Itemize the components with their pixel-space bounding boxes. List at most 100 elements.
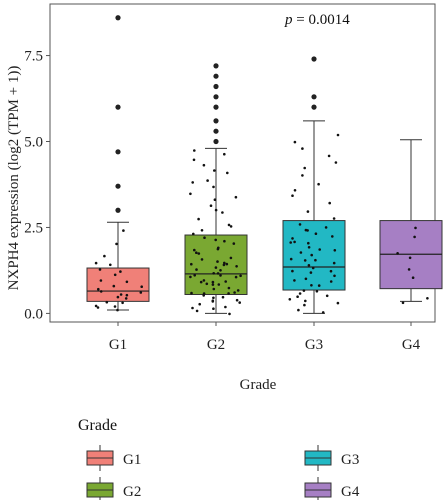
- data-point: [329, 269, 333, 273]
- data-point: [309, 271, 313, 274]
- data-point: [325, 294, 329, 298]
- box-iqr: [282, 220, 346, 291]
- data-point: [195, 268, 198, 271]
- data-point: [293, 240, 296, 244]
- data-point: [227, 223, 231, 227]
- data-point: [211, 283, 215, 286]
- outlier-point: [213, 63, 219, 69]
- data-point: [193, 274, 196, 277]
- data-point: [426, 297, 429, 300]
- data-point: [211, 299, 215, 303]
- outlier-point: [213, 94, 219, 100]
- data-point: [192, 232, 195, 236]
- data-point: [306, 229, 309, 232]
- data-point: [234, 275, 238, 279]
- data-point: [224, 280, 227, 283]
- outlier-point: [311, 94, 317, 100]
- legend-label: G2: [123, 484, 141, 500]
- data-point: [307, 241, 310, 245]
- data-point: [200, 229, 204, 232]
- data-point: [105, 300, 109, 304]
- data-point: [211, 280, 215, 284]
- outlier-point: [311, 104, 317, 110]
- x-tick-label: G2: [207, 337, 225, 353]
- data-point: [213, 198, 217, 201]
- data-point: [411, 276, 415, 280]
- data-point: [212, 307, 215, 311]
- data-point: [304, 299, 307, 303]
- data-point: [221, 295, 225, 299]
- data-point: [238, 301, 241, 304]
- data-point: [317, 182, 320, 186]
- data-point: [189, 192, 192, 196]
- data-point: [314, 232, 318, 235]
- box-g4: [379, 139, 443, 302]
- data-point: [332, 261, 336, 265]
- data-point: [192, 158, 196, 162]
- data-point: [212, 185, 215, 189]
- data-point: [303, 259, 307, 262]
- data-point: [213, 169, 216, 172]
- legend-item-g4: G4: [304, 477, 360, 500]
- p-value-annotation: p = 0.0014: [284, 12, 350, 28]
- data-point: [225, 262, 229, 266]
- data-point: [202, 163, 206, 167]
- data-point: [217, 246, 220, 250]
- data-point: [116, 308, 119, 312]
- y-tick-label: 5.0: [24, 135, 43, 151]
- data-point: [302, 289, 306, 292]
- data-point: [121, 301, 124, 305]
- data-point: [333, 274, 336, 278]
- y-tick-label: 0.0: [24, 306, 43, 322]
- data-point: [103, 254, 106, 258]
- data-point: [212, 296, 215, 300]
- data-point: [214, 208, 218, 212]
- data-point: [219, 274, 222, 277]
- data-point: [200, 258, 204, 261]
- data-point: [229, 256, 233, 260]
- data-point: [112, 284, 116, 288]
- data-point: [191, 306, 194, 310]
- data-point: [214, 238, 217, 242]
- box-g2: [184, 63, 248, 314]
- data-point: [324, 226, 328, 229]
- data-point: [304, 277, 308, 281]
- data-point: [296, 295, 299, 299]
- data-point: [197, 217, 200, 221]
- data-point: [318, 248, 322, 251]
- data-point: [124, 297, 128, 300]
- data-point: [226, 171, 229, 175]
- data-point: [206, 179, 209, 182]
- data-point: [227, 286, 231, 290]
- data-point: [99, 290, 103, 293]
- data-point: [98, 268, 102, 271]
- data-point: [222, 263, 226, 267]
- data-point: [310, 253, 314, 257]
- data-point: [217, 283, 221, 286]
- legend-label: G1: [123, 452, 141, 468]
- data-point: [227, 292, 230, 295]
- data-point: [197, 252, 201, 255]
- data-point: [331, 235, 334, 238]
- y-tick-label: 7.5: [24, 49, 43, 65]
- outlier-point: [213, 83, 219, 90]
- data-point: [289, 257, 293, 261]
- data-point: [193, 248, 196, 252]
- data-point: [223, 261, 226, 265]
- data-point: [115, 242, 118, 246]
- data-point: [328, 201, 332, 205]
- data-point: [229, 225, 233, 228]
- data-point: [202, 279, 206, 282]
- data-point: [289, 241, 293, 244]
- outlier-point: [213, 73, 219, 79]
- data-point: [306, 210, 310, 213]
- data-point: [307, 246, 311, 249]
- data-point: [317, 284, 321, 287]
- outlier-point: [115, 15, 121, 21]
- data-point: [321, 311, 325, 314]
- data-point: [407, 268, 411, 271]
- outlier-point: [213, 138, 219, 145]
- outlier-point: [115, 207, 121, 213]
- data-point: [332, 217, 336, 220]
